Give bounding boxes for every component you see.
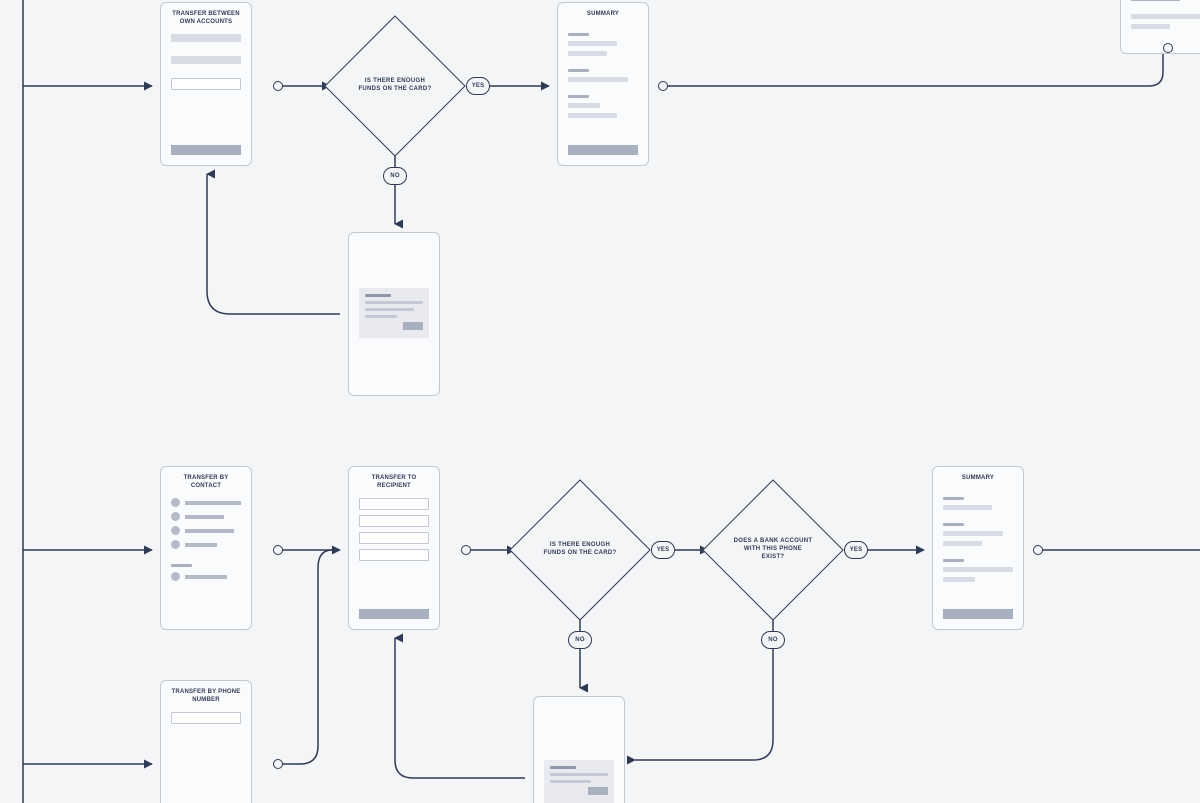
wire-summary-bottom: SUMMARY [932,466,1024,630]
wire-error-funds-top [348,232,440,396]
flow-canvas: { "meta": { "type": "flowchart", "canvas… [0,0,1200,803]
wire-title: TRANSFER BY CONTACT [171,475,241,490]
edge-label-no: NO [383,167,407,185]
wire-title: SUMMARY [568,11,638,25]
edge-label-yes: YES [466,77,490,95]
wire-title: TRANSFER BY PHONE NUMBER [171,689,241,704]
wire-error-funds-bottom [533,696,625,803]
wire-transfer-to-recipient: TRANSFER TO RECIPIENT [348,466,440,630]
edge-joint [273,759,283,769]
wire-title: TRANSFER TO RECIPIENT [359,475,429,490]
wire-summary-offscreen [1120,0,1200,54]
edge-label-yes: YES [844,541,868,559]
edge-label-no: NO [761,631,785,649]
decision-label: IS THERE ENOUGH FUNDS ON THE CARD? [530,500,630,600]
decision-account-exists: DOES A BANK ACCOUNT WITH THIS PHONE EXIS… [723,500,823,600]
wire-title: TRANSFER BETWEEN OWN ACCOUNTS [171,11,241,26]
edge-label-yes: YES [651,541,675,559]
wire-transfer-by-phone: TRANSFER BY PHONE NUMBER [160,680,252,803]
edge-joint [273,545,283,555]
wire-title: SUMMARY [943,475,1013,489]
edge-joint [1163,43,1173,53]
wire-transfer-by-contact: TRANSFER BY CONTACT [160,466,252,630]
wire-transfer-own-accounts: TRANSFER BETWEEN OWN ACCOUNTS [160,2,252,166]
decision-funds-top: IS THERE ENOUGH FUNDS ON THE CARD? [345,36,445,136]
decision-label: IS THERE ENOUGH FUNDS ON THE CARD? [345,36,445,136]
wire-summary-top: SUMMARY [557,2,649,166]
edge-joint [658,81,668,91]
decision-label: DOES A BANK ACCOUNT WITH THIS PHONE EXIS… [723,500,823,600]
edge-label-no: NO [568,631,592,649]
decision-funds-bottom: IS THERE ENOUGH FUNDS ON THE CARD? [530,500,630,600]
edge-joint [461,545,471,555]
edge-joint [1033,545,1043,555]
edge-joint [273,81,283,91]
